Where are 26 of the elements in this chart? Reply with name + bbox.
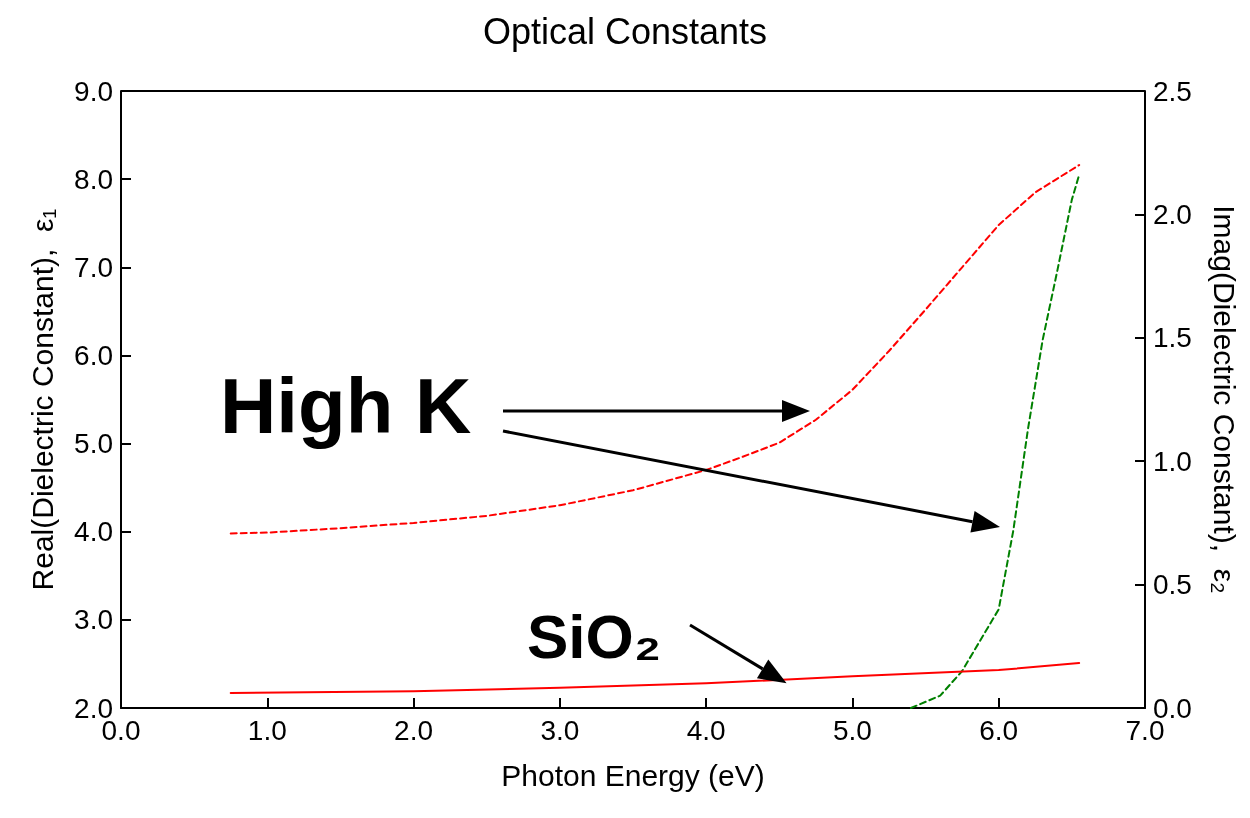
- y-tick-label: 9.0: [74, 75, 113, 107]
- chart-title: Optical Constants: [482, 10, 768, 52]
- x-tick-label: 4.0: [686, 714, 726, 746]
- annotation: SiO₂: [527, 602, 662, 672]
- x-tick-label: 2.0: [394, 714, 434, 746]
- y-tick-label: 3.0: [74, 604, 113, 636]
- line-series: [909, 173, 1081, 709]
- y2-axis-title: Imag(Dielectric Constant), ε₂: [1207, 205, 1241, 594]
- y2-tick-label: 2.5: [1153, 75, 1192, 107]
- y-tick-label: 6.0: [74, 339, 113, 371]
- x-tick-label: 1.0: [247, 714, 287, 746]
- y2-tick-label: 2.0: [1153, 198, 1192, 230]
- y-tick-label: 8.0: [74, 163, 113, 195]
- x-tick-label: 5.0: [832, 714, 872, 746]
- y2-tick-label: 1.0: [1153, 445, 1192, 477]
- y-tick-label: 7.0: [74, 251, 113, 283]
- y2-tick-label: 1.5: [1153, 322, 1192, 354]
- y-tick-label: 4.0: [74, 516, 113, 548]
- line-series: [229, 662, 1081, 695]
- x-tick-label: 3.0: [540, 714, 580, 746]
- x-axis-title: Photon Energy (eV): [501, 758, 765, 792]
- y2-tick-label: 0.5: [1153, 569, 1192, 601]
- x-tick-label: 6.0: [979, 714, 1019, 746]
- y-axis-title: Real(Dielectric Constant), ε₁: [25, 208, 59, 591]
- annotation: High K: [220, 362, 472, 451]
- y-tick-label: 5.0: [74, 428, 113, 460]
